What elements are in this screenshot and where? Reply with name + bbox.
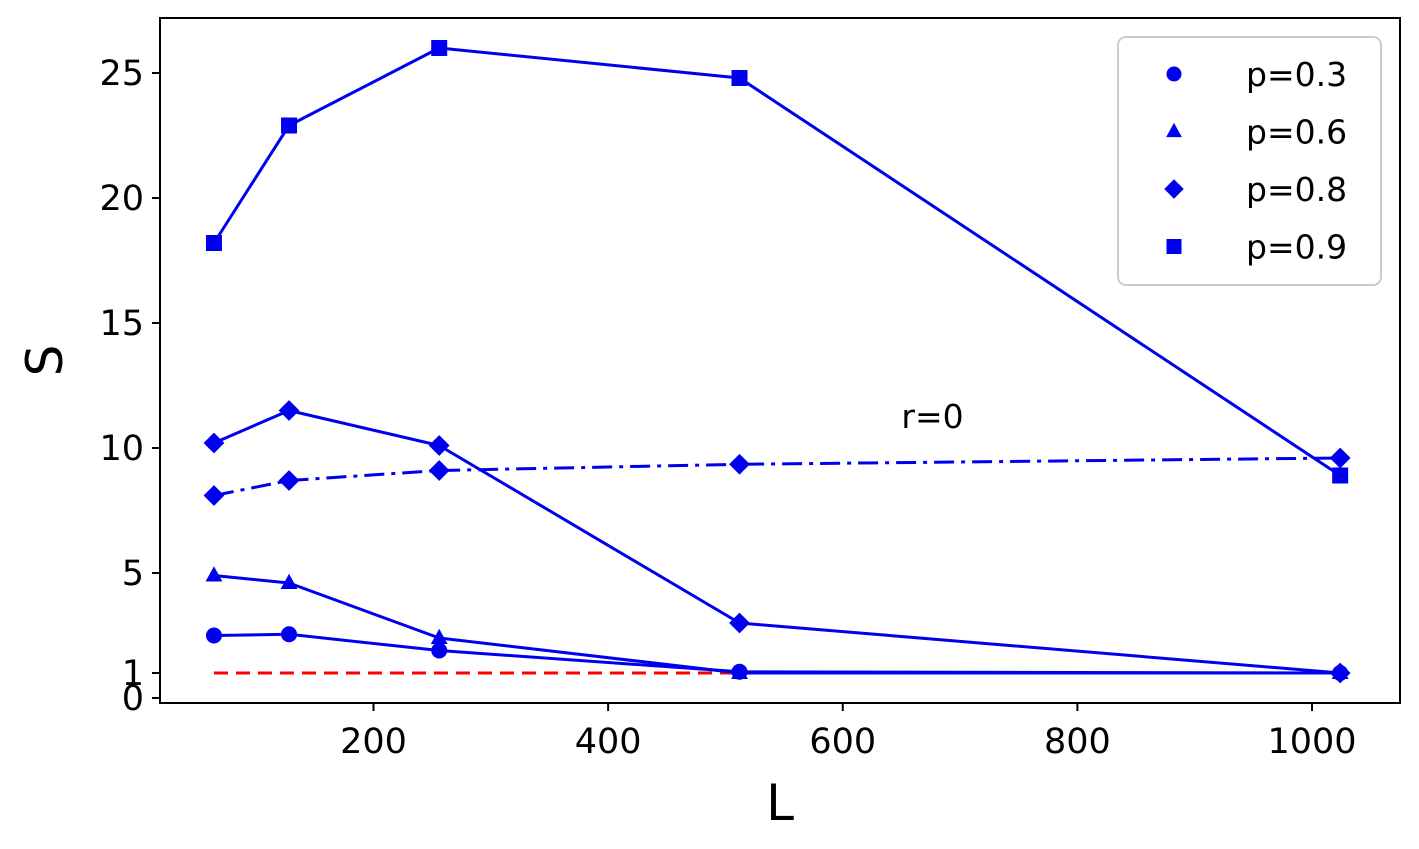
data-point — [278, 400, 300, 421]
legend-label: p=0.9 — [1246, 228, 1347, 267]
data-point — [430, 628, 448, 644]
data-point — [205, 627, 222, 644]
series-4 — [205, 40, 1349, 484]
legend-box — [1117, 36, 1382, 286]
data-point — [731, 663, 748, 679]
legend-label: p=0.8 — [1246, 170, 1347, 209]
legend-entry: p=0.9 — [1166, 228, 1347, 267]
data-point — [281, 626, 298, 643]
data-point — [203, 485, 225, 506]
data-point — [731, 70, 748, 86]
x-tick-label: 1000 — [1267, 722, 1356, 762]
legend-entry: p=0.3 — [1166, 55, 1347, 94]
y-tick-label: 10 — [99, 429, 144, 469]
data-point — [428, 435, 450, 456]
legend-label: p=0.3 — [1246, 55, 1347, 94]
data-point — [278, 470, 300, 491]
data-point — [1329, 447, 1351, 469]
y-tick-label: 1 — [122, 654, 144, 694]
y-axis-label: S — [16, 345, 74, 377]
series-5 — [203, 447, 1351, 506]
series-line — [213, 456, 1341, 497]
series-line — [213, 632, 1341, 675]
series-3 — [203, 400, 1351, 684]
y-tick-label: 0 — [122, 679, 144, 719]
x-axis-label: L — [766, 774, 794, 832]
data-point — [729, 453, 750, 475]
x-tick-label: 200 — [340, 722, 407, 762]
data-point — [281, 117, 298, 134]
data-point — [1332, 467, 1349, 484]
data-point — [205, 235, 222, 251]
annotations: r=0 — [901, 397, 963, 436]
data-point — [431, 40, 448, 56]
y-tick-label: 5 — [122, 554, 144, 594]
legend-label: p=0.6 — [1246, 113, 1347, 152]
legend-entry: p=0.8 — [1164, 170, 1347, 209]
legend-entry: p=0.6 — [1166, 113, 1347, 152]
legend-marker — [1166, 239, 1182, 254]
annotation-label: r=0 — [901, 397, 963, 436]
legend-marker — [1166, 122, 1182, 138]
data-point — [1329, 662, 1351, 684]
x-tick-label: 400 — [575, 722, 642, 762]
x-tick-label: 800 — [1044, 722, 1111, 762]
legend-marker — [1164, 179, 1184, 199]
data-point — [431, 642, 448, 659]
legend-marker — [1166, 66, 1182, 82]
data-point — [729, 612, 750, 634]
plot-frame — [159, 17, 1401, 704]
y-tick-label: 15 — [99, 304, 144, 344]
series-2 — [205, 566, 1349, 679]
plot-marks — [203, 40, 1351, 684]
y-tick-label: 20 — [99, 179, 144, 219]
series-line — [213, 409, 1341, 675]
data-point — [280, 573, 298, 589]
data-point — [205, 566, 223, 582]
data-point — [203, 432, 225, 454]
x-tick-label: 600 — [809, 722, 876, 762]
data-point — [428, 460, 450, 481]
y-tick-label: 25 — [99, 54, 144, 94]
legend: p=0.3 p=0.6 p=0.8 p=0.9 — [1117, 36, 1382, 286]
